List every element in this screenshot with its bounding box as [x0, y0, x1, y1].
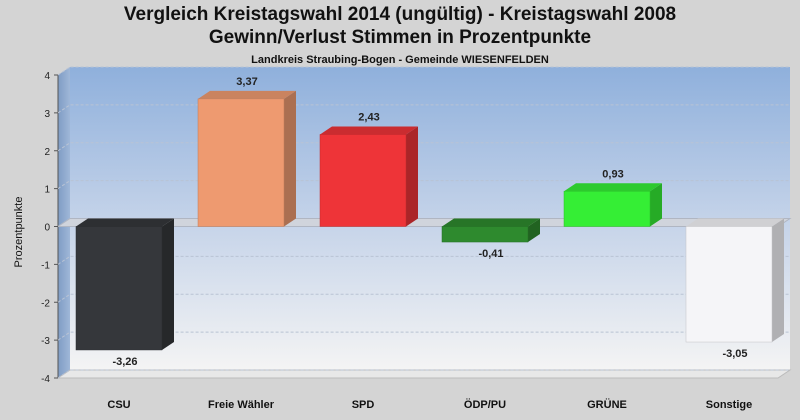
y-tick-label: 4 — [44, 71, 50, 82]
y-tick-label: -3 — [41, 336, 50, 347]
bar-front — [197, 98, 285, 227]
y-tick-label: -2 — [41, 298, 50, 309]
chart-subtitle: Gewinn/Verlust Stimmen in Prozentpunkte — [208, 27, 592, 48]
category-label: GRÜNE — [587, 398, 627, 411]
y-tick-label: -4 — [41, 374, 50, 385]
bars: -3,26 3,37 2,43 -0,41 0,93 -3,05 — [75, 76, 784, 368]
bar-front — [441, 226, 529, 243]
value-label: -3,26 — [112, 356, 137, 368]
value-label: -3,05 — [722, 348, 747, 360]
category-label: CSU — [107, 399, 130, 411]
y-tick-label: 3 — [44, 109, 50, 120]
bar-side — [528, 218, 540, 243]
chart-caption: Landkreis Straubing-Bogen - Gemeinde WIE… — [251, 54, 549, 66]
bar-side — [162, 218, 174, 350]
bar-ödp-pu: -0,41 — [441, 218, 540, 260]
chart-title: Vergleich Kreistagswahl 2014 (ungültig) … — [123, 4, 677, 25]
bar-freie-wähler: 3,37 — [197, 76, 296, 227]
bar-top — [442, 218, 540, 227]
bar-front — [319, 134, 407, 227]
value-label: -0,41 — [478, 248, 503, 260]
bar-grüne: 0,93 — [563, 168, 662, 227]
bar-top — [564, 183, 662, 192]
bar-top — [198, 90, 296, 99]
bar-sonstige: -3,05 — [685, 218, 784, 360]
bar-top — [686, 218, 784, 227]
value-label: 3,37 — [236, 76, 257, 88]
y-tick-label: 0 — [44, 223, 50, 234]
y-axis-ticks: 4 3 2 1 0 -1 -2 -3 -4 — [41, 71, 58, 385]
bar-side — [406, 126, 418, 227]
y-tick-label: 1 — [44, 185, 50, 196]
category-label: ÖDP/PU — [464, 398, 506, 411]
bar-csu: -3,26 — [75, 218, 174, 368]
bar-top — [320, 126, 418, 135]
bar-top — [76, 218, 174, 227]
bar-side — [650, 183, 662, 227]
category-label: Sonstige — [706, 399, 752, 411]
value-label: 0,93 — [602, 168, 623, 180]
bar-front — [563, 191, 651, 227]
category-label: SPD — [352, 399, 375, 411]
y-tick-label: -1 — [41, 260, 50, 271]
x-axis-categories: CSU Freie Wähler SPD ÖDP/PU GRÜNE Sonstige — [107, 398, 752, 411]
floor — [56, 369, 792, 379]
bar-side — [772, 218, 784, 343]
bar-front — [685, 226, 773, 343]
bar-spd: 2,43 — [319, 111, 418, 227]
value-label: 2,43 — [358, 111, 379, 123]
bar-front — [75, 226, 163, 351]
y-tick-label: 2 — [44, 147, 50, 158]
bar-side — [284, 90, 296, 227]
category-label: Freie Wähler — [208, 399, 275, 411]
